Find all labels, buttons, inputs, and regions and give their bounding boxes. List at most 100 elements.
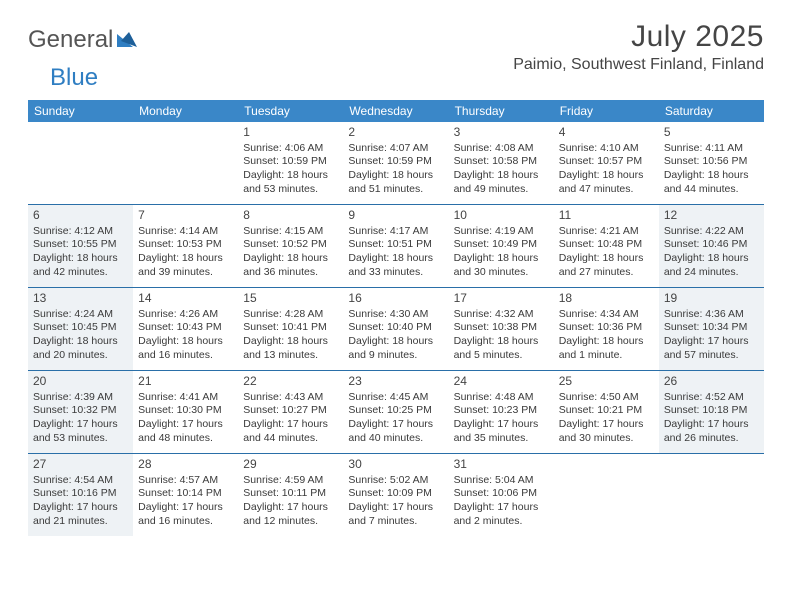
day-cell: 28Sunrise: 4:57 AMSunset: 10:14 PMDaylig… (133, 454, 238, 536)
week-row: 13Sunrise: 4:24 AMSunset: 10:45 PMDaylig… (28, 288, 764, 371)
day-cell: 25Sunrise: 4:50 AMSunset: 10:21 PMDaylig… (554, 371, 659, 453)
day-cell: 4Sunrise: 4:10 AMSunset: 10:57 PMDayligh… (554, 122, 659, 204)
sunset-text: Sunset: 10:59 PM (348, 155, 443, 169)
daylight-text: Daylight: 17 hours and 21 minutes. (33, 501, 128, 528)
sunset-text: Sunset: 10:34 PM (664, 321, 759, 335)
daylight-text: Daylight: 18 hours and 13 minutes. (243, 335, 338, 362)
day-cell: 17Sunrise: 4:32 AMSunset: 10:38 PMDaylig… (449, 288, 554, 370)
day-number: 14 (138, 291, 233, 307)
brand-logo: General (28, 20, 139, 54)
day-number: 15 (243, 291, 338, 307)
sunrise-text: Sunrise: 4:14 AM (138, 225, 233, 239)
day-number: 21 (138, 374, 233, 390)
sunrise-text: Sunrise: 4:06 AM (243, 142, 338, 156)
day-cell: 1Sunrise: 4:06 AMSunset: 10:59 PMDayligh… (238, 122, 343, 204)
sunrise-text: Sunrise: 4:45 AM (348, 391, 443, 405)
day-cell: 30Sunrise: 5:02 AMSunset: 10:09 PMDaylig… (343, 454, 448, 536)
day-number: 19 (664, 291, 759, 307)
daylight-text: Daylight: 18 hours and 20 minutes. (33, 335, 128, 362)
day-number: 31 (454, 457, 549, 473)
sunrise-text: Sunrise: 4:32 AM (454, 308, 549, 322)
daylight-text: Daylight: 17 hours and 40 minutes. (348, 418, 443, 445)
day-cell: 3Sunrise: 4:08 AMSunset: 10:58 PMDayligh… (449, 122, 554, 204)
sunrise-text: Sunrise: 4:54 AM (33, 474, 128, 488)
sunset-text: Sunset: 10:32 PM (33, 404, 128, 418)
sunset-text: Sunset: 10:46 PM (664, 238, 759, 252)
daylight-text: Daylight: 18 hours and 5 minutes. (454, 335, 549, 362)
sunrise-text: Sunrise: 4:08 AM (454, 142, 549, 156)
day-number: 22 (243, 374, 338, 390)
sunset-text: Sunset: 10:45 PM (33, 321, 128, 335)
day-cell: 8Sunrise: 4:15 AMSunset: 10:52 PMDayligh… (238, 205, 343, 287)
day-cell: 5Sunrise: 4:11 AMSunset: 10:56 PMDayligh… (659, 122, 764, 204)
sunset-text: Sunset: 10:36 PM (559, 321, 654, 335)
sunrise-text: Sunrise: 4:19 AM (454, 225, 549, 239)
day-cell: 12Sunrise: 4:22 AMSunset: 10:46 PMDaylig… (659, 205, 764, 287)
sunset-text: Sunset: 10:41 PM (243, 321, 338, 335)
sunrise-text: Sunrise: 4:07 AM (348, 142, 443, 156)
sunrise-text: Sunrise: 4:34 AM (559, 308, 654, 322)
daylight-text: Daylight: 17 hours and 2 minutes. (454, 501, 549, 528)
brand-text-b: Blue (50, 64, 98, 92)
sunrise-text: Sunrise: 4:24 AM (33, 308, 128, 322)
sunset-text: Sunset: 10:18 PM (664, 404, 759, 418)
sunset-text: Sunset: 10:11 PM (243, 487, 338, 501)
day-number: 28 (138, 457, 233, 473)
sunrise-text: Sunrise: 4:41 AM (138, 391, 233, 405)
sunrise-text: Sunrise: 4:36 AM (664, 308, 759, 322)
sunset-text: Sunset: 10:23 PM (454, 404, 549, 418)
day-cell: 31Sunrise: 5:04 AMSunset: 10:06 PMDaylig… (449, 454, 554, 536)
calendar-grid: SundayMondayTuesdayWednesdayThursdayFrid… (28, 100, 764, 536)
weekday-header: Monday (133, 100, 238, 122)
daylight-text: Daylight: 18 hours and 24 minutes. (664, 252, 759, 279)
day-number: 29 (243, 457, 338, 473)
weekday-header: Wednesday (343, 100, 448, 122)
sunset-text: Sunset: 10:06 PM (454, 487, 549, 501)
sunrise-text: Sunrise: 4:57 AM (138, 474, 233, 488)
location-text: Paimio, Southwest Finland, Finland (513, 56, 764, 74)
daylight-text: Daylight: 18 hours and 47 minutes. (559, 169, 654, 196)
sunrise-text: Sunrise: 5:02 AM (348, 474, 443, 488)
sunrise-text: Sunrise: 4:50 AM (559, 391, 654, 405)
day-number: 18 (559, 291, 654, 307)
daylight-text: Daylight: 18 hours and 51 minutes. (348, 169, 443, 196)
day-number: 13 (33, 291, 128, 307)
sunrise-text: Sunrise: 4:26 AM (138, 308, 233, 322)
sunset-text: Sunset: 10:51 PM (348, 238, 443, 252)
sunset-text: Sunset: 10:40 PM (348, 321, 443, 335)
daylight-text: Daylight: 17 hours and 7 minutes. (348, 501, 443, 528)
weekday-header: Saturday (659, 100, 764, 122)
day-number: 4 (559, 125, 654, 141)
daylight-text: Daylight: 18 hours and 39 minutes. (138, 252, 233, 279)
sunset-text: Sunset: 10:57 PM (559, 155, 654, 169)
day-cell: 24Sunrise: 4:48 AMSunset: 10:23 PMDaylig… (449, 371, 554, 453)
day-cell: 13Sunrise: 4:24 AMSunset: 10:45 PMDaylig… (28, 288, 133, 370)
sunset-text: Sunset: 10:53 PM (138, 238, 233, 252)
day-number: 10 (454, 208, 549, 224)
daylight-text: Daylight: 18 hours and 9 minutes. (348, 335, 443, 362)
weekday-header: Thursday (449, 100, 554, 122)
day-cell: 27Sunrise: 4:54 AMSunset: 10:16 PMDaylig… (28, 454, 133, 536)
weekday-header-row: SundayMondayTuesdayWednesdayThursdayFrid… (28, 100, 764, 122)
sunset-text: Sunset: 10:09 PM (348, 487, 443, 501)
day-number: 20 (33, 374, 128, 390)
day-number: 3 (454, 125, 549, 141)
daylight-text: Daylight: 17 hours and 16 minutes. (138, 501, 233, 528)
day-cell: 16Sunrise: 4:30 AMSunset: 10:40 PMDaylig… (343, 288, 448, 370)
day-cell: 9Sunrise: 4:17 AMSunset: 10:51 PMDayligh… (343, 205, 448, 287)
daylight-text: Daylight: 18 hours and 33 minutes. (348, 252, 443, 279)
day-cell: 15Sunrise: 4:28 AMSunset: 10:41 PMDaylig… (238, 288, 343, 370)
day-cell: 19Sunrise: 4:36 AMSunset: 10:34 PMDaylig… (659, 288, 764, 370)
sunrise-text: Sunrise: 4:28 AM (243, 308, 338, 322)
sunrise-text: Sunrise: 4:12 AM (33, 225, 128, 239)
sunset-text: Sunset: 10:38 PM (454, 321, 549, 335)
day-number: 12 (664, 208, 759, 224)
day-number: 30 (348, 457, 443, 473)
daylight-text: Daylight: 17 hours and 44 minutes. (243, 418, 338, 445)
day-cell: 23Sunrise: 4:45 AMSunset: 10:25 PMDaylig… (343, 371, 448, 453)
sunset-text: Sunset: 10:25 PM (348, 404, 443, 418)
triangle-icon (117, 26, 139, 54)
brand-text-a: General (28, 26, 113, 54)
day-cell: 7Sunrise: 4:14 AMSunset: 10:53 PMDayligh… (133, 205, 238, 287)
sunset-text: Sunset: 10:16 PM (33, 487, 128, 501)
